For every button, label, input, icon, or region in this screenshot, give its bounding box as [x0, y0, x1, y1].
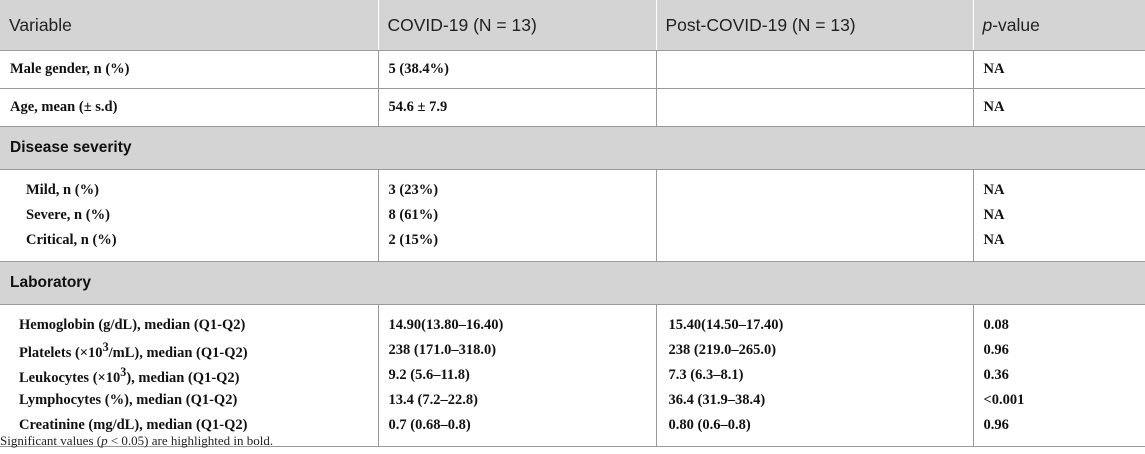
label-superscript: 3: [102, 339, 109, 354]
footnote-text: < 0.05) are highlighted in bold.: [107, 433, 274, 448]
post-covid-value: 36.4 (31.9–38.4): [656, 388, 974, 413]
label-text: /mL), median (Q1-Q2): [108, 344, 248, 361]
post-covid-value: 15.40(14.50–17.40): [656, 304, 974, 338]
header-covid: COVID-19 (N = 13): [378, 0, 657, 51]
covid-value: 9.2 (5.6–11.8): [378, 363, 657, 388]
table-row-hemoglobin: Hemoglobin (g/dL), median (Q1-Q2) 14.90(…: [0, 304, 1145, 338]
row-label: Severe, n (%): [0, 203, 379, 228]
header-p-suffix: -value: [992, 14, 1040, 35]
covid-value: 54.6 ± 7.9: [378, 88, 657, 127]
label-text: Leukocytes (×10: [19, 369, 121, 386]
row-label: Hemoglobin (g/dL), median (Q1-Q2): [0, 304, 379, 338]
table-row-age: Age, mean (± s.d) 54.6 ± 7.9 NA: [0, 88, 1145, 127]
section-disease-severity: Disease severity: [0, 126, 1145, 170]
row-label: Critical, n (%): [0, 228, 379, 262]
covid-value: 3 (23%): [378, 169, 657, 203]
header-p-value: p-value: [973, 0, 1145, 51]
covid-value: 0.7 (0.68–0.8): [378, 413, 657, 447]
row-label: Mild, n (%): [0, 169, 379, 203]
table-row-critical: Critical, n (%) 2 (15%) NA: [0, 228, 1145, 262]
table-row-leukocytes: Leukocytes (×103), median (Q1-Q2) 9.2 (5…: [0, 363, 1145, 388]
table-row-severe: Severe, n (%) 8 (61%) NA: [0, 203, 1145, 228]
p-value: 0.36: [983, 367, 1009, 383]
row-label: Lymphocytes (%), median (Q1-Q2): [0, 388, 379, 413]
footnote-text: Significant values (: [0, 433, 102, 448]
table-row-mild: Mild, n (%) 3 (23%) NA: [0, 169, 1145, 203]
covid-value: 14.90(13.80–16.40): [378, 304, 657, 338]
table-row-lymphocytes: Lymphocytes (%), median (Q1-Q2) 13.4 (7.…: [0, 388, 1145, 413]
covid-value: 238 (171.0–318.0): [378, 338, 657, 363]
label-text: Platelets (×10: [19, 344, 103, 361]
post-covid-value: 238 (219.0–265.0): [656, 338, 974, 363]
label-text: ), median (Q1-Q2): [126, 369, 240, 386]
post-covid-value: [656, 169, 974, 203]
covid-value: 8 (61%): [378, 203, 657, 228]
header-variable: Variable: [0, 0, 379, 51]
covid-value: 13.4 (7.2–22.8): [378, 388, 657, 413]
header-p-italic: p: [982, 14, 993, 35]
header-row: Variable COVID-19 (N = 13) Post-COVID-19…: [0, 0, 1145, 51]
table-row-creatinine: Creatinine (mg/dL), median (Q1-Q2) 0.7 (…: [0, 413, 1145, 447]
row-label: Platelets (×103/mL), median (Q1-Q2): [0, 338, 379, 363]
post-covid-value: 7.3 (6.3–8.1): [656, 363, 974, 388]
p-value: NA: [983, 207, 1005, 223]
post-covid-value: [656, 228, 974, 262]
table-row-platelets: Platelets (×103/mL), median (Q1-Q2) 238 …: [0, 338, 1145, 363]
row-label: Leukocytes (×103), median (Q1-Q2): [0, 363, 379, 388]
p-value: NA: [973, 228, 1145, 262]
post-covid-value: [656, 88, 974, 127]
row-label: Male gender, n (%): [0, 50, 379, 89]
row-label: Creatinine (mg/dL), median (Q1-Q2): [0, 413, 379, 447]
post-covid-value: [656, 203, 974, 228]
row-label: Age, mean (± s.d): [0, 88, 379, 127]
label-superscript: 3: [120, 364, 127, 379]
covid-value: 2 (15%): [378, 228, 657, 262]
post-covid-value: 0.80 (0.6–0.8): [656, 413, 974, 447]
p-value: NA: [973, 88, 1145, 127]
p-value: 0.96: [973, 413, 1145, 447]
footnote-p: p: [101, 433, 108, 448]
p-value: NA: [973, 50, 1145, 89]
table-row-male: Male gender, n (%) 5 (38.4%) NA: [0, 50, 1145, 89]
table-footnote: Significant values (p < 0.05) are highli…: [0, 433, 273, 449]
section-title: Laboratory: [0, 261, 1145, 305]
p-value: NA: [983, 182, 1005, 198]
header-post-covid: Post-COVID-19 (N = 13): [656, 0, 974, 51]
p-value: 0.08: [983, 317, 1009, 333]
p-value: 0.96: [983, 342, 1009, 358]
section-title: Disease severity: [0, 126, 1145, 170]
section-laboratory: Laboratory: [0, 261, 1145, 305]
covid-value: 5 (38.4%): [378, 50, 657, 89]
post-covid-value: [656, 50, 974, 89]
p-value: <0.001: [983, 392, 1025, 408]
